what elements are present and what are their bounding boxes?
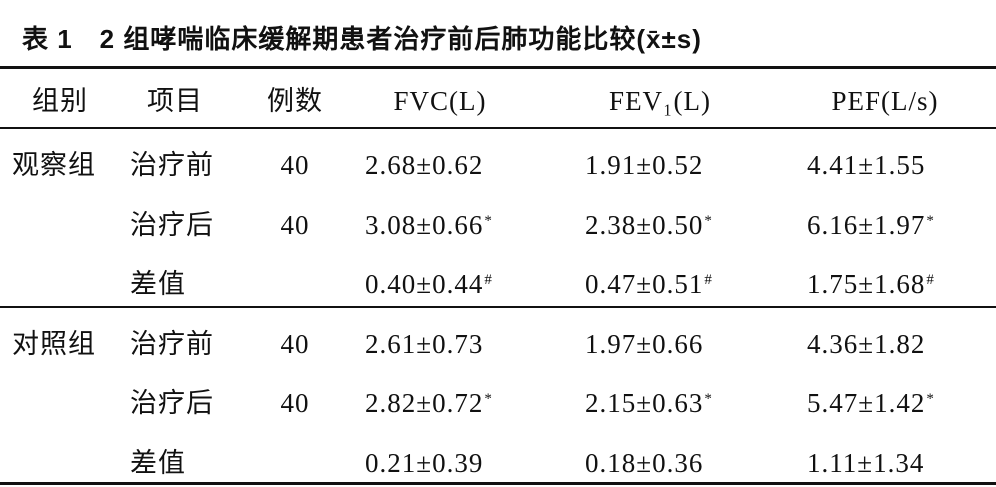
header-cell: PEF(L/s): [831, 86, 939, 116]
count-cell: 40: [280, 209, 310, 240]
significance-mark: *: [704, 212, 713, 229]
significance-mark: *: [704, 391, 713, 407]
count-cell: 40: [280, 328, 310, 359]
header-cell: 项目: [147, 86, 203, 116]
item-cell: 治疗后: [130, 209, 214, 240]
value-cell: 1.91±0.52: [585, 150, 704, 180]
header-cell: 组别: [32, 86, 88, 116]
value-cell: 4.41±1.55: [807, 150, 926, 180]
header-cell: FEV₁(L): [609, 86, 711, 116]
value-cell: 2.68±0.62: [365, 150, 484, 180]
value-cell: 6.16±1.97*: [807, 209, 935, 240]
significance-mark: *: [926, 212, 935, 229]
significance-mark: #: [484, 272, 493, 288]
significance-mark: *: [484, 212, 493, 229]
item-cell: 治疗后: [130, 388, 214, 418]
count-cell: 40: [280, 150, 310, 180]
header-cell: 例数: [267, 86, 323, 116]
value-cell: 1.11±1.34: [807, 447, 925, 478]
value-cell: 0.40±0.44#: [365, 269, 493, 299]
bottom-rule: [0, 482, 996, 485]
significance-mark: #: [926, 272, 935, 288]
significance-mark: #: [704, 272, 713, 288]
group-label: 观察组: [12, 150, 96, 180]
item-cell: 差值: [130, 269, 186, 299]
count-cell: 40: [280, 388, 310, 418]
table-title: 表 1 2 组哮喘临床缓解期患者治疗前后肺功能比较(x̄±s): [22, 24, 702, 54]
value-cell: 0.18±0.36: [585, 447, 704, 478]
value-cell: 0.47±0.51#: [585, 269, 713, 299]
value-cell: 3.08±0.66*: [365, 209, 493, 240]
value-cell: 4.36±1.82: [807, 328, 926, 359]
group-rule: [0, 306, 996, 308]
top-rule: [0, 66, 996, 69]
significance-mark: *: [926, 391, 935, 407]
value-cell: 1.75±1.68#: [807, 269, 935, 299]
value-cell: 2.38±0.50*: [585, 209, 713, 240]
value-cell: 5.47±1.42*: [807, 388, 935, 418]
value-cell: 2.82±0.72*: [365, 388, 493, 418]
significance-mark: *: [484, 391, 493, 407]
header-cell: FVC(L): [393, 86, 487, 116]
item-cell: 治疗前: [130, 150, 214, 180]
value-cell: 2.61±0.73: [365, 328, 484, 359]
header-rule: [0, 127, 996, 129]
value-cell: 2.15±0.63*: [585, 388, 713, 418]
value-cell: 0.21±0.39: [365, 447, 484, 478]
group-label: 对照组: [12, 328, 96, 359]
item-cell: 差值: [130, 447, 186, 478]
item-cell: 治疗前: [130, 328, 214, 359]
value-cell: 1.97±0.66: [585, 328, 704, 359]
